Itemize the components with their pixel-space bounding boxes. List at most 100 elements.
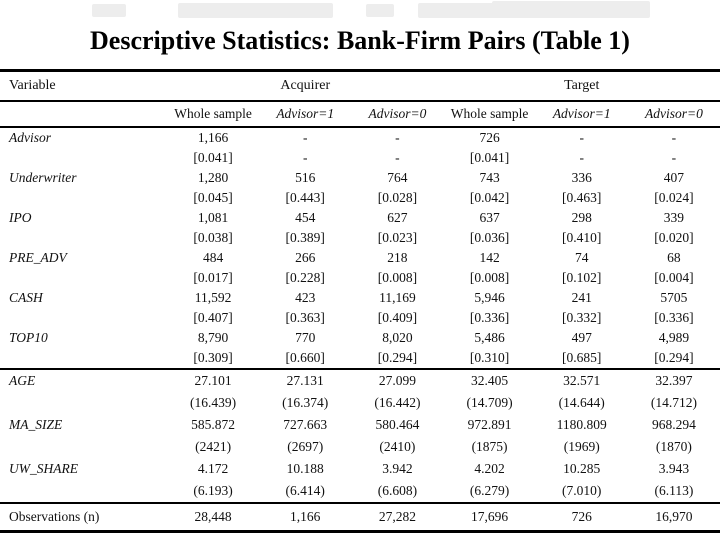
stat-cell: [0.038] [193,230,233,245]
value-cell: 3.942 [382,461,413,476]
table-row: [0.407] [0.363] [0.409] [0.336] [0.332] [0.33… [0,308,720,328]
row-label: TOP10 [9,330,48,345]
background-artifact [366,4,394,17]
row-label: Advisor [9,130,51,145]
stat-cell: - [302,150,308,165]
table-row: Advisor 1,166 - - 726 - - [0,128,720,148]
row-label: IPO [9,210,32,225]
stat-cell: [0.041] [469,150,510,165]
value-cell: 5,946 [474,290,505,305]
value-cell: 764 [387,170,408,185]
value-cell: 5,486 [474,330,505,345]
footer-label: Observations (n) [9,509,100,524]
subheader-acquirer-advisor-0: Advisor=0 [368,106,427,121]
value-cell: 4.172 [197,461,229,476]
stat-cell: [0.685] [562,350,602,365]
table-rule [0,368,720,370]
table-row: MA_SIZE 585.872 727.663 580.464 972.891 1180.… [0,414,720,436]
value-cell: 32.405 [471,373,509,388]
row-label [0,392,167,414]
stat-cell: (16.439) [190,395,237,410]
row-label [0,148,167,168]
stat-cell: (6.608) [377,483,418,498]
row-label: AGE [9,373,36,388]
footer-value-cell: 27,282 [378,509,416,524]
value-cell: 266 [295,250,316,265]
table-row: IPO 1,081 454 627 637 298 339 [0,208,720,228]
value-cell: 11,169 [379,290,416,305]
table-row: [0.041] - - [0.041] - - [0,148,720,168]
value-cell: 11,592 [194,290,232,305]
stat-cell: (6.193) [193,483,233,498]
footer-value-cell: 17,696 [471,509,509,524]
stat-cell: (2410) [379,439,416,454]
row-label: PRE_ADV [9,250,67,265]
value-cell: 454 [295,210,316,225]
stat-cell: [0.410] [562,230,602,245]
stat-cell: [0.309] [193,350,233,365]
table-footer-row: Observations (n) 28,448 1,166 27,282 17,… [0,504,720,530]
value-cell: - [302,130,308,145]
value-cell: - [671,130,677,145]
stat-cell: [0.463] [562,190,602,205]
footer-value-cell: 28,448 [194,509,232,524]
stat-cell: (6.113) [654,483,694,498]
table-row: TOP10 8,790 770 8,020 5,486 497 4,989 [0,328,720,348]
value-cell: 484 [202,250,224,265]
subheader-spacer [0,102,167,126]
stat-cell: (16.442) [374,395,421,410]
table-row: (6.193) (6.414) (6.608) (6.279) (7.010) (6.11… [0,480,720,502]
background-artifact [92,4,126,17]
stat-cell: [0.228] [285,270,325,285]
stat-cell: (6.279) [469,483,510,498]
table-row: Underwriter 1,280 516 764 743 336 407 [0,168,720,188]
value-cell: 8,020 [382,330,413,345]
value-cell: 580.464 [375,417,420,432]
table-row: [0.038] [0.389] [0.023] [0.036] [0.410] [0.02… [0,228,720,248]
stat-cell: [0.020] [654,230,694,245]
stat-cell: (14.644) [558,395,605,410]
value-cell: 298 [571,210,592,225]
stat-cell: [0.028] [377,190,418,205]
value-cell: - [395,130,400,145]
stat-cell: [0.102] [562,270,602,285]
row-label [0,228,167,248]
stat-cell: (1870) [655,439,692,454]
subheader-target-advisor-0: Advisor=0 [644,106,703,121]
background-artifact [492,1,650,18]
stat-cell: (14.709) [466,395,513,410]
table-group-header-row: Variable Acquirer Target [0,72,720,100]
value-cell: 142 [479,250,500,265]
stat-cell: [0.023] [377,230,418,245]
stat-cell: [0.407] [193,310,233,325]
stat-cell: [0.294] [377,350,418,365]
value-cell: 727.663 [283,417,328,432]
table-row: (2421) (2697) (2410) (1875) (1969) (1870) [0,436,720,458]
value-cell: 68 [667,250,681,265]
value-cell: 4,989 [658,330,690,345]
stat-cell: (2697) [287,439,324,454]
stat-cell: [0.008] [377,270,418,285]
page-title: Descriptive Statistics: Bank-Firm Pairs … [90,26,630,55]
value-cell: 32.397 [655,373,693,388]
table-rule [0,126,720,128]
stat-cell: [0.041] [193,150,233,165]
value-cell: 8,790 [197,330,229,345]
value-cell: 770 [295,330,316,345]
value-cell: 516 [295,170,316,185]
stat-cell: [0.332] [562,310,602,325]
table-row: UW_SHARE 4.172 10.188 3.942 4.202 10.285 3.943 [0,458,720,480]
stat-cell: (1969) [563,439,600,454]
row-label: Underwriter [9,170,77,185]
footer-value-cell: 16,970 [655,509,693,524]
stat-cell: [0.045] [193,190,233,205]
value-cell: 627 [387,210,408,225]
value-cell: 241 [571,290,592,305]
stat-cell: [0.443] [285,190,325,205]
value-cell: 339 [663,210,685,225]
value-cell: 27.099 [378,373,416,388]
footer-value-cell: 726 [571,509,592,524]
value-cell: 1,166 [197,130,229,145]
value-cell: 10.188 [286,461,324,476]
